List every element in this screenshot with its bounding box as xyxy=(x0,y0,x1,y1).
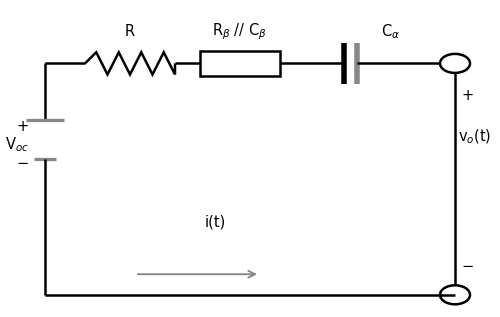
Bar xyxy=(200,51,280,76)
Text: C$_\alpha$: C$_\alpha$ xyxy=(380,23,400,41)
Text: R: R xyxy=(125,24,135,39)
Text: R$_\beta$ // C$_\beta$: R$_\beta$ // C$_\beta$ xyxy=(212,22,268,42)
Text: +: + xyxy=(462,87,473,103)
Text: V$_{oc}$: V$_{oc}$ xyxy=(5,135,29,153)
Text: −: − xyxy=(462,259,473,274)
Text: −: − xyxy=(16,156,28,171)
Text: v$_o$(t): v$_o$(t) xyxy=(458,127,491,146)
Text: i(t): i(t) xyxy=(204,214,226,230)
Text: +: + xyxy=(16,119,28,134)
